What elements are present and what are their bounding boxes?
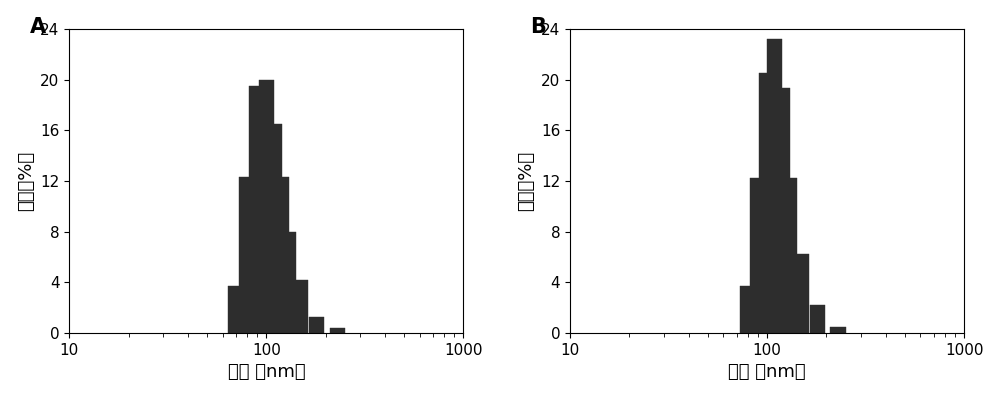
Bar (239, 177, 254, 333)
Y-axis label: 强度（%）: 强度（%） (517, 151, 535, 211)
Bar (267, 124, 282, 333)
Bar (810, 305, 825, 333)
Bar (740, 286, 755, 333)
Bar (309, 316, 324, 333)
Bar (274, 177, 289, 333)
X-axis label: 粒径 （nm）: 粒径 （nm） (728, 363, 806, 381)
Bar (330, 328, 345, 333)
Bar (759, 73, 774, 333)
Bar (249, 86, 265, 333)
Bar (293, 280, 308, 333)
Bar (228, 286, 243, 333)
Bar (794, 254, 809, 333)
Bar (775, 88, 790, 333)
Bar (750, 178, 765, 333)
Bar (767, 39, 782, 333)
Bar (782, 178, 797, 333)
Bar (259, 80, 274, 333)
Text: B: B (531, 17, 546, 37)
Bar (830, 327, 846, 333)
X-axis label: 粒径 （nm）: 粒径 （nm） (228, 363, 305, 381)
Text: A: A (30, 17, 46, 37)
Bar (281, 232, 296, 333)
Y-axis label: 强度（%）: 强度（%） (17, 151, 35, 211)
